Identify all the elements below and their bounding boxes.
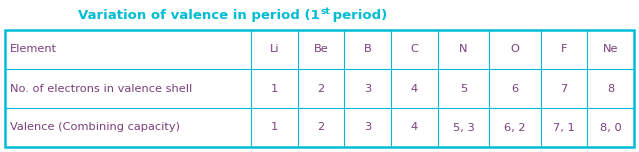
Text: 5, 3: 5, 3 (452, 123, 474, 133)
Text: 8: 8 (607, 83, 614, 93)
Text: O: O (511, 45, 520, 55)
Text: Ne: Ne (603, 45, 619, 55)
Text: C: C (411, 45, 419, 55)
Text: 6, 2: 6, 2 (504, 123, 526, 133)
Text: 1: 1 (271, 83, 278, 93)
Text: 6: 6 (511, 83, 518, 93)
Text: No. of electrons in valence shell: No. of electrons in valence shell (10, 83, 192, 93)
Text: Valence (Combining capacity): Valence (Combining capacity) (10, 123, 180, 133)
Text: N: N (459, 45, 468, 55)
Text: 7: 7 (560, 83, 567, 93)
Text: st: st (321, 7, 330, 16)
Text: 1: 1 (271, 123, 278, 133)
Text: 2: 2 (318, 123, 325, 133)
Text: Element: Element (10, 45, 57, 55)
Bar (5, 30, 634, 147)
Text: Variation of valence in period (1: Variation of valence in period (1 (78, 9, 320, 22)
Text: Be: Be (314, 45, 328, 55)
Text: 7, 1: 7, 1 (553, 123, 575, 133)
Text: 8, 0: 8, 0 (600, 123, 622, 133)
Text: 4: 4 (411, 123, 418, 133)
Text: 3: 3 (364, 123, 371, 133)
Text: F: F (560, 45, 567, 55)
Text: Li: Li (270, 45, 279, 55)
Text: 5: 5 (460, 83, 467, 93)
Text: period): period) (328, 9, 388, 22)
Text: 3: 3 (364, 83, 371, 93)
Text: B: B (364, 45, 372, 55)
Text: 4: 4 (411, 83, 418, 93)
Text: 2: 2 (318, 83, 325, 93)
